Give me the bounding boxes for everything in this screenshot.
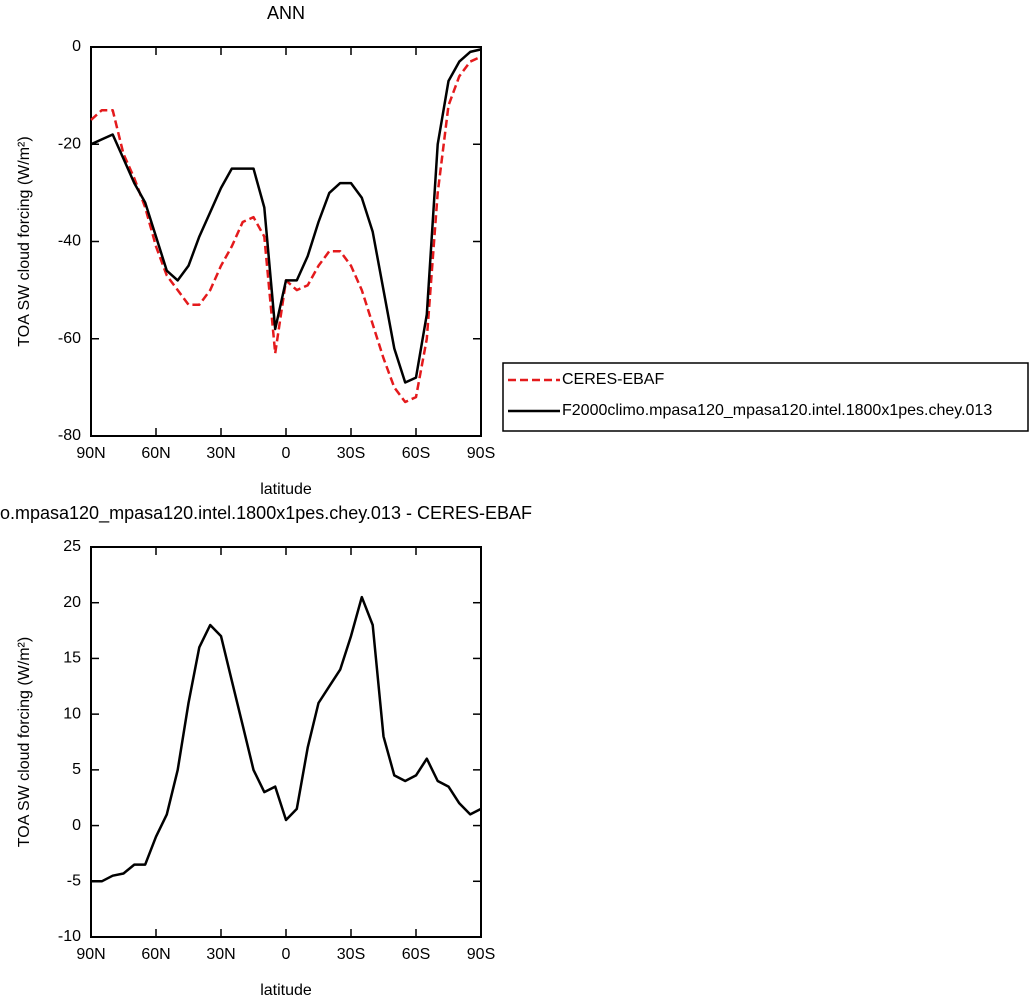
chart-title: ANN [267,3,305,23]
x-axis-label: latitude [260,982,312,999]
x-tick-label: 60S [402,445,430,462]
x-tick-label: 30S [337,946,365,963]
x-tick-label: 90N [76,445,105,462]
y-tick-label: 15 [63,650,81,667]
x-tick-label: 90S [467,946,495,963]
x-tick-label: 90S [467,445,495,462]
legend-label: F2000climo.mpasa120_mpasa120.intel.1800x… [562,402,992,419]
y-tick-label: -5 [67,873,81,890]
x-tick-label: 30S [337,445,365,462]
x-tick-label: 90N [76,946,105,963]
y-tick-label: -40 [58,233,81,250]
data-line [90,48,482,384]
x-tick-label: 0 [282,445,291,462]
y-axis-label: TOA SW cloud forcing (W/m²) [16,136,33,346]
legend-label: CERES-EBAF [562,371,664,388]
y-tick-label: -20 [58,135,81,152]
plot-frame [90,546,482,938]
x-tick-label: 30N [206,946,235,963]
y-tick-label: 5 [72,761,81,778]
x-tick-label: 60S [402,946,430,963]
legend-box [502,362,1029,432]
x-tick-label: 60N [141,445,170,462]
x-axis-label: latitude [260,481,312,498]
y-tick-label: -60 [58,330,81,347]
x-tick-label: 0 [282,946,291,963]
y-tick-label: 10 [63,705,81,722]
data-line [91,595,482,883]
y-tick-label: -80 [58,427,81,444]
chart-title: o.mpasa120_mpasa120.intel.1800x1pes.chey… [0,503,532,524]
data-line [90,55,482,404]
y-tick-label: 0 [72,817,81,834]
y-tick-label: 20 [63,594,81,611]
y-tick-label: -10 [58,928,81,945]
y-tick-label: 0 [72,38,81,55]
y-tick-label: 25 [63,538,81,555]
x-tick-label: 60N [141,946,170,963]
y-axis-label: TOA SW cloud forcing (W/m²) [16,637,33,847]
x-tick-label: 30N [206,445,235,462]
plot-frame [90,46,482,437]
